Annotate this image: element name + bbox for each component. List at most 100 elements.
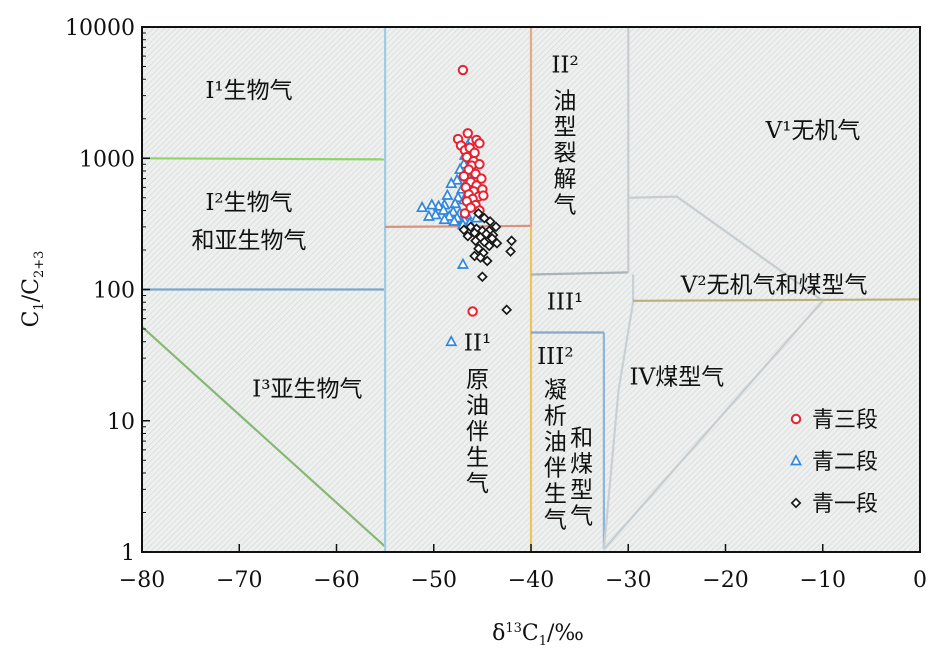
zone-label-II1-v-char: 油 [466, 393, 489, 419]
data-point-triangle [422, 209, 435, 221]
data-point-triangle [429, 208, 442, 220]
data-point-diamond [481, 255, 493, 267]
data-point-triangle [445, 334, 458, 347]
data-point-diamond [490, 221, 502, 233]
data-point-circle [476, 173, 487, 184]
zone-label-II2-v-char: 解 [554, 166, 577, 192]
data-point-diamond [470, 235, 481, 247]
zone-label-I2b: 和亚生物气 [191, 228, 306, 254]
y-axis-ticks: 1 10 100 1000 10000 [65, 16, 150, 566]
zone-label-I3: I³亚生物气 [252, 377, 362, 403]
data-point-diamond [458, 224, 470, 236]
zone-label-III2-v2-char: 煤 [570, 451, 593, 477]
zone-label-III2-v2-char: 和 [570, 425, 593, 451]
zone-boundaries [142, 27, 920, 552]
x-tick-label: −10 [800, 568, 846, 593]
x-tick-label: 0 [913, 568, 927, 593]
data-point-triangle [416, 200, 429, 213]
data-point-diamond [501, 304, 513, 316]
legend-marker-circle [790, 413, 802, 425]
y-tick-label: 100 [93, 279, 135, 304]
zone-label-III2-v-char: 析 [544, 404, 567, 430]
boundary-V1-upper [628, 195, 824, 302]
zone-label-III2-v2-char: 气 [570, 503, 593, 529]
zone-label-II2-v-char: 裂 [554, 140, 577, 166]
zone-labels: I¹生物气I²生物气和亚生物气I³亚生物气II²油型裂解气II¹原油伴生气III… [191, 53, 867, 534]
zone-label-II1-v-char: 原 [466, 367, 489, 393]
zone-label-III2-v-char: 凝 [544, 378, 567, 404]
zone-label-III2: III² [537, 344, 573, 370]
boundary-IV-right [603, 300, 824, 550]
zone-label-III2-v2-char: 型 [570, 477, 593, 503]
zone-label-III2-v-char: 油 [544, 430, 567, 456]
data-point-diamond [505, 246, 516, 257]
y-axis-label: C1/C2+3 [19, 251, 47, 328]
data-point-triangle [456, 257, 469, 269]
legend-label: 青一段 [812, 492, 878, 517]
boundary-III1-top [530, 271, 629, 276]
data-point-circle [459, 208, 471, 219]
data-point-diamond [462, 230, 474, 242]
data-point-circle [457, 64, 469, 76]
legend-marker-triangle [789, 454, 803, 466]
x-tick-label: −40 [508, 568, 554, 593]
data-point-circle [467, 306, 478, 317]
zone-label-III2-v-char: 气 [544, 508, 567, 534]
x-axis-ticks: −80 −70 −60 −50 −40 −30 −20 −10 0 [119, 544, 927, 593]
data-point-triangle [438, 212, 451, 225]
legend-marker-diamond [790, 497, 802, 509]
legend-label: 青三段 [812, 408, 878, 433]
zone-label-IV: IV煤型气 [630, 364, 725, 390]
zone-label-II1-v-char: 生 [466, 445, 489, 471]
boundary-II1-II2 [385, 224, 532, 228]
data-point-triangle [445, 176, 458, 189]
data-point-triangle [448, 214, 461, 226]
zone-label-III2-v-char: 生 [544, 482, 567, 508]
boundary-IV-left [602, 274, 635, 550]
data-point-diamond [473, 208, 484, 219]
data-point-diamond [484, 216, 496, 227]
boundary-I1-I2 [142, 157, 386, 161]
data-point-diamond [491, 237, 503, 249]
data-point-triangle [441, 188, 454, 200]
x-tick-label: −50 [411, 568, 457, 593]
data-point-diamond [483, 240, 495, 252]
legend-label: 青二段 [812, 450, 878, 475]
data-point-diamond [475, 252, 486, 264]
data-point-circle [474, 138, 485, 149]
zone-label-II2-v-char: 油 [554, 88, 577, 114]
y-tick-label: 10 [107, 410, 135, 435]
data-point-triangle [449, 196, 462, 209]
data-point-triangle [425, 198, 438, 210]
zone-label-III2-v-char: 伴 [544, 456, 567, 482]
zone-label-III1: III¹ [547, 290, 583, 316]
x-tick-label: −20 [702, 568, 748, 593]
boundary-V2-line [633, 298, 920, 302]
zone-label-II2: II² [551, 53, 578, 79]
data-point-diamond [480, 228, 492, 240]
zone-label-I2a: I²生物气 [205, 190, 292, 216]
data-point-triangle [437, 203, 450, 215]
zone-label-V2: V²无机气和煤型气 [680, 273, 868, 299]
zone-label-II2-v-char: 气 [554, 192, 577, 218]
zone-label-V1: V¹无机气 [765, 118, 861, 144]
zone-label-II1: II¹ [464, 331, 491, 357]
data-point-circle [458, 170, 470, 182]
data-point-diamond [476, 271, 488, 283]
zone-label-II1-v-char: 气 [466, 471, 489, 497]
data-point-circle [462, 128, 473, 139]
data-point-circle [478, 190, 489, 201]
data-point-diamond [506, 235, 517, 247]
x-axis-label: δ13C1/‰ [492, 621, 584, 649]
zone-label-II2-v-char: 型 [554, 114, 577, 140]
x-tick-label: −70 [216, 568, 262, 593]
x-tick-label: −30 [605, 568, 651, 593]
y-tick-label: 10000 [65, 16, 135, 41]
zone-label-II1-v-char: 伴 [466, 419, 489, 445]
data-points [416, 64, 517, 347]
zone-label-I1: I¹生物气 [205, 78, 292, 104]
boundary-I3-diag [142, 325, 386, 548]
